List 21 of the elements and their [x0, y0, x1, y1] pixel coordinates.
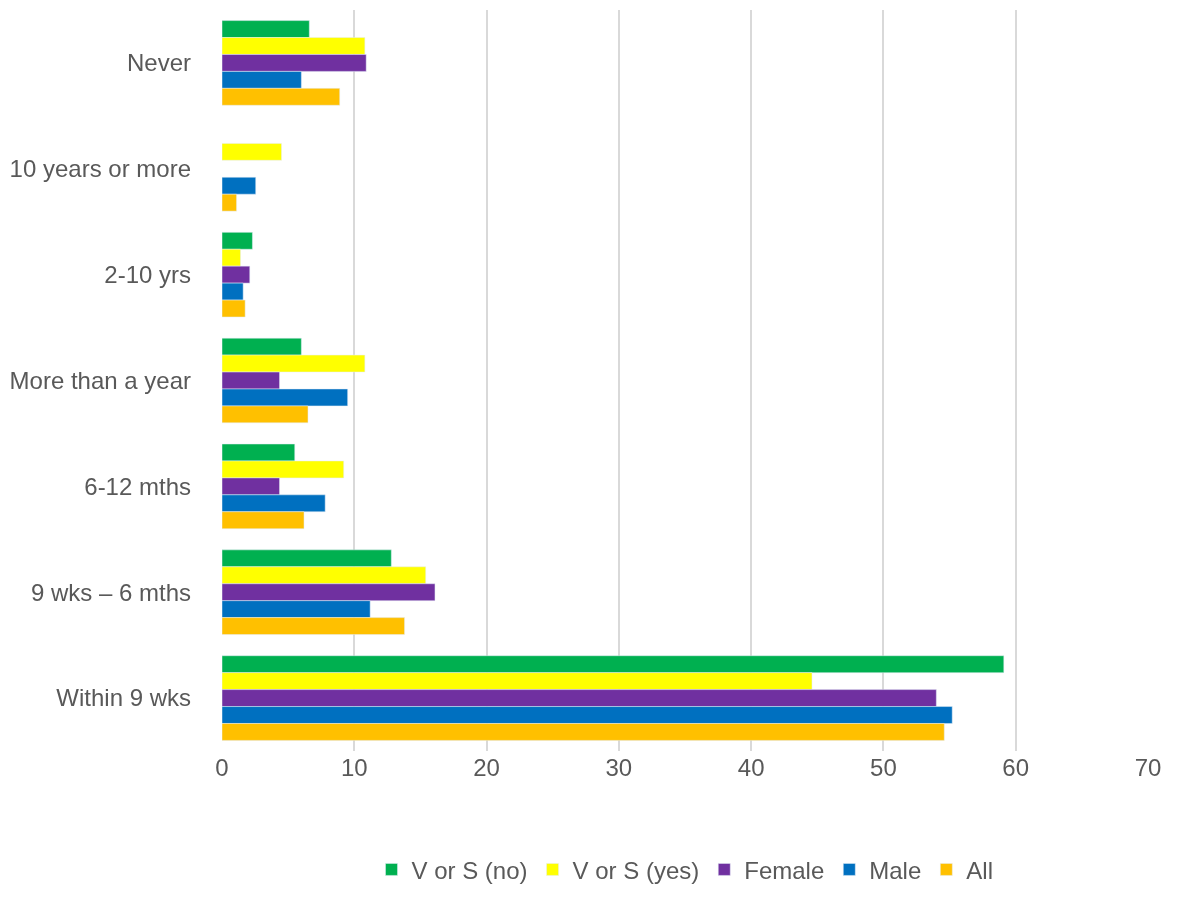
y-tick-label: 9 wks – 6 mths	[30, 578, 191, 606]
x-tick-label: 70	[1134, 754, 1162, 781]
x-tick-label: 20	[473, 754, 500, 781]
legend-label: Male	[869, 856, 922, 884]
x-tick-label: 10	[340, 754, 368, 781]
x-tick-label: 50	[870, 754, 897, 781]
bar	[222, 143, 282, 161]
x-tick-label: 0	[215, 754, 229, 781]
x-tick-label: 60	[1002, 754, 1030, 781]
y-tick-label: 2-10 yrs	[104, 261, 191, 289]
y-tick-label: Never	[126, 49, 191, 77]
y-tick-label: Within 9 wks	[56, 684, 191, 712]
legend-label: V or S (yes)	[572, 856, 700, 884]
y-tick-label: 10 years or more	[9, 155, 191, 183]
y-tick-label: More than a year	[9, 366, 191, 394]
legend-label: All	[966, 856, 993, 884]
legend-label: V or S (no)	[411, 856, 528, 884]
legend-label: Female	[744, 856, 825, 884]
y-tick-label: 6-12 mths	[84, 472, 191, 500]
x-tick-label: 40	[737, 754, 765, 781]
x-tick-label: 30	[605, 754, 633, 781]
